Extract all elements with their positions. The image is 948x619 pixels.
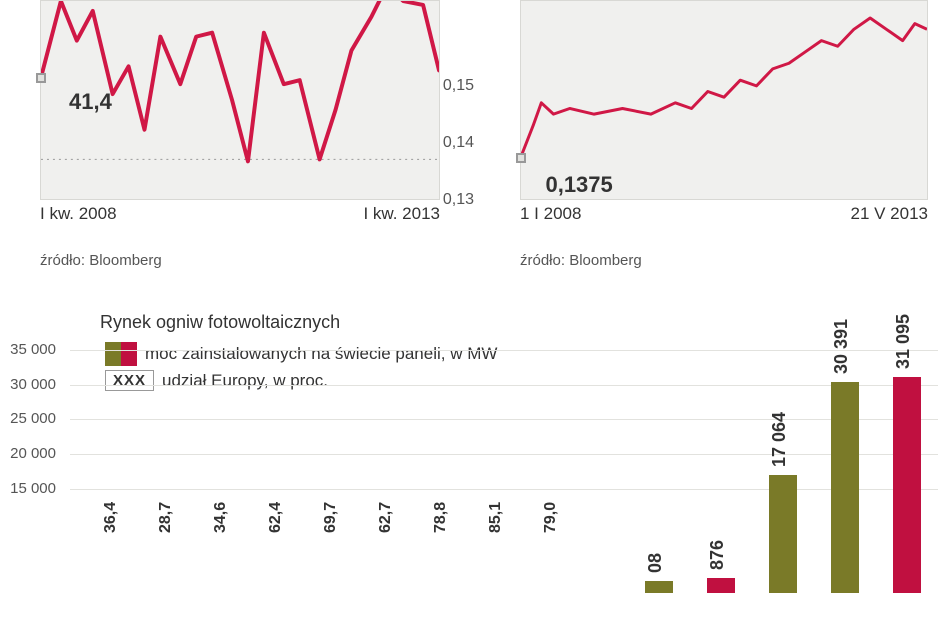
- share-label: 62,7: [377, 502, 395, 533]
- share-label: 62,4: [267, 502, 285, 533]
- bar-chart-title: Rynek ogniw fotowoltaicznych: [100, 312, 340, 333]
- line-chart-2: 0,1375: [520, 0, 928, 200]
- line-chart-1: 41,4: [40, 0, 440, 200]
- bar: [769, 475, 797, 593]
- chart1-x-right: I kw. 2013: [363, 204, 440, 224]
- share-label: 36,4: [102, 502, 120, 533]
- bar: [893, 377, 921, 593]
- bar-value-label: 08: [645, 552, 666, 572]
- chart2-x-right: 21 V 2013: [850, 204, 928, 224]
- bar-value-label: 17 064: [769, 411, 790, 466]
- share-label: 85,1: [487, 502, 505, 533]
- chart1-line: [41, 1, 439, 161]
- chart1-start-marker: [36, 73, 46, 83]
- share-label: 69,7: [322, 502, 340, 533]
- chart2-x-left: 1 I 2008: [520, 204, 581, 224]
- bars-area: 36,4 28,7 34,6 62,4 69,7 62,7 78,8 85,1 79,0 08 87…: [70, 350, 938, 593]
- share-label: 78,8: [432, 502, 450, 533]
- chart2-svg: [521, 1, 927, 199]
- chart2-callout: 0,1375: [545, 172, 612, 198]
- share-label: 28,7: [157, 502, 175, 533]
- bar-value-label: 31 095: [893, 314, 914, 369]
- chart1-x-left: I kw. 2008: [40, 204, 117, 224]
- bar-chart-section: Rynek ogniw fotowoltaicznych moc zainsta…: [0, 300, 948, 593]
- chart2-start-marker: [516, 153, 526, 163]
- chart1-source: źródło: Bloomberg: [40, 252, 162, 269]
- share-label: 79,0: [542, 502, 560, 533]
- bar-value-label: 876: [707, 540, 728, 570]
- bar: [645, 581, 673, 593]
- chart2-line: [521, 18, 927, 157]
- bar: [707, 578, 735, 593]
- bar: [831, 382, 859, 593]
- share-label: 34,6: [212, 502, 230, 533]
- chart1-callout: 41,4: [69, 89, 112, 115]
- bar-value-label: 30 391: [831, 319, 852, 374]
- chart2-source: źródło: Bloomberg: [520, 252, 642, 269]
